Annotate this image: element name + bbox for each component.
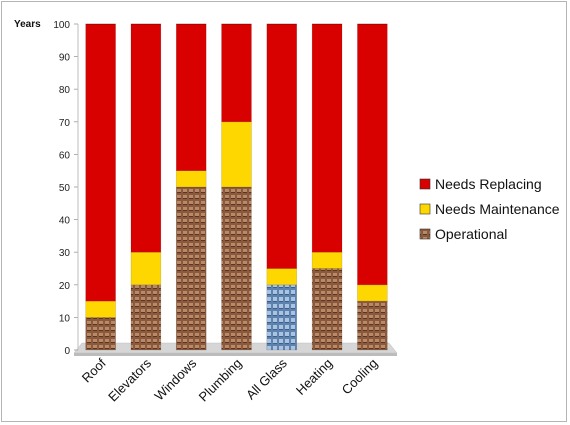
y-tick-label: 20	[59, 281, 71, 292]
y-tick-label: 90	[59, 53, 71, 64]
legend-label: Needs Maintenance	[435, 201, 560, 217]
bar-needs-replacing	[175, 23, 207, 171]
y-tick-label: 10	[59, 313, 71, 324]
y-tick-label: 70	[59, 118, 71, 129]
bar-needs-maintenance	[311, 251, 343, 269]
y-tick-label: 50	[59, 183, 71, 194]
legend-label: Needs Replacing	[435, 176, 542, 192]
bar-needs-maintenance	[175, 170, 207, 188]
bar-top-cap	[357, 23, 388, 25]
bar-needs-replacing	[311, 23, 343, 253]
legend-label: Operational	[435, 226, 507, 242]
x-category-label: Elevators	[105, 355, 154, 404]
bar-top-cap	[130, 23, 161, 25]
bar-needs-maintenance	[357, 284, 388, 302]
bar-needs-maintenance	[221, 121, 252, 188]
bar-top-cap	[312, 23, 343, 25]
y-tick-label: 30	[59, 248, 71, 259]
legend-swatch	[419, 178, 431, 190]
y-tick-label: 100	[53, 20, 70, 31]
y-tick-label: 0	[64, 346, 70, 357]
y-tick-label: 80	[59, 85, 71, 96]
x-category-label: Roof	[79, 355, 109, 385]
x-category-label: Heating	[293, 356, 335, 398]
y-tick-label: 40	[59, 216, 71, 227]
bar-operational	[311, 268, 343, 351]
x-category-label: Plumbing	[196, 356, 245, 405]
legend-swatch	[419, 203, 431, 215]
bar-top-cap	[176, 23, 207, 25]
bar-needs-replacing	[130, 23, 162, 253]
bar-operational	[357, 300, 388, 351]
bar-top-cap	[85, 23, 116, 25]
bar-top-cap	[221, 23, 252, 25]
bar-operational	[266, 284, 298, 351]
y-axis-title: Years	[14, 19, 41, 30]
bar-operational	[175, 186, 207, 351]
bar-needs-maintenance	[130, 251, 162, 286]
x-category-label: Windows	[151, 355, 199, 403]
bar-needs-maintenance	[266, 268, 298, 286]
y-tick-label: 60	[59, 150, 71, 161]
bar-needs-replacing	[85, 23, 116, 302]
bar-operational	[221, 186, 252, 351]
bar-needs-replacing	[357, 23, 388, 286]
x-category-label: All Glass	[243, 355, 290, 402]
bar-operational	[130, 284, 162, 351]
bar-needs-replacing	[221, 23, 252, 123]
bar-top-cap	[266, 23, 297, 25]
bar-needs-maintenance	[85, 300, 116, 318]
bar-operational	[85, 317, 116, 351]
bar-needs-replacing	[266, 23, 298, 269]
x-category-label: Cooling	[339, 356, 381, 398]
chart-floor-edge	[74, 353, 397, 356]
legend-swatch	[419, 228, 431, 240]
